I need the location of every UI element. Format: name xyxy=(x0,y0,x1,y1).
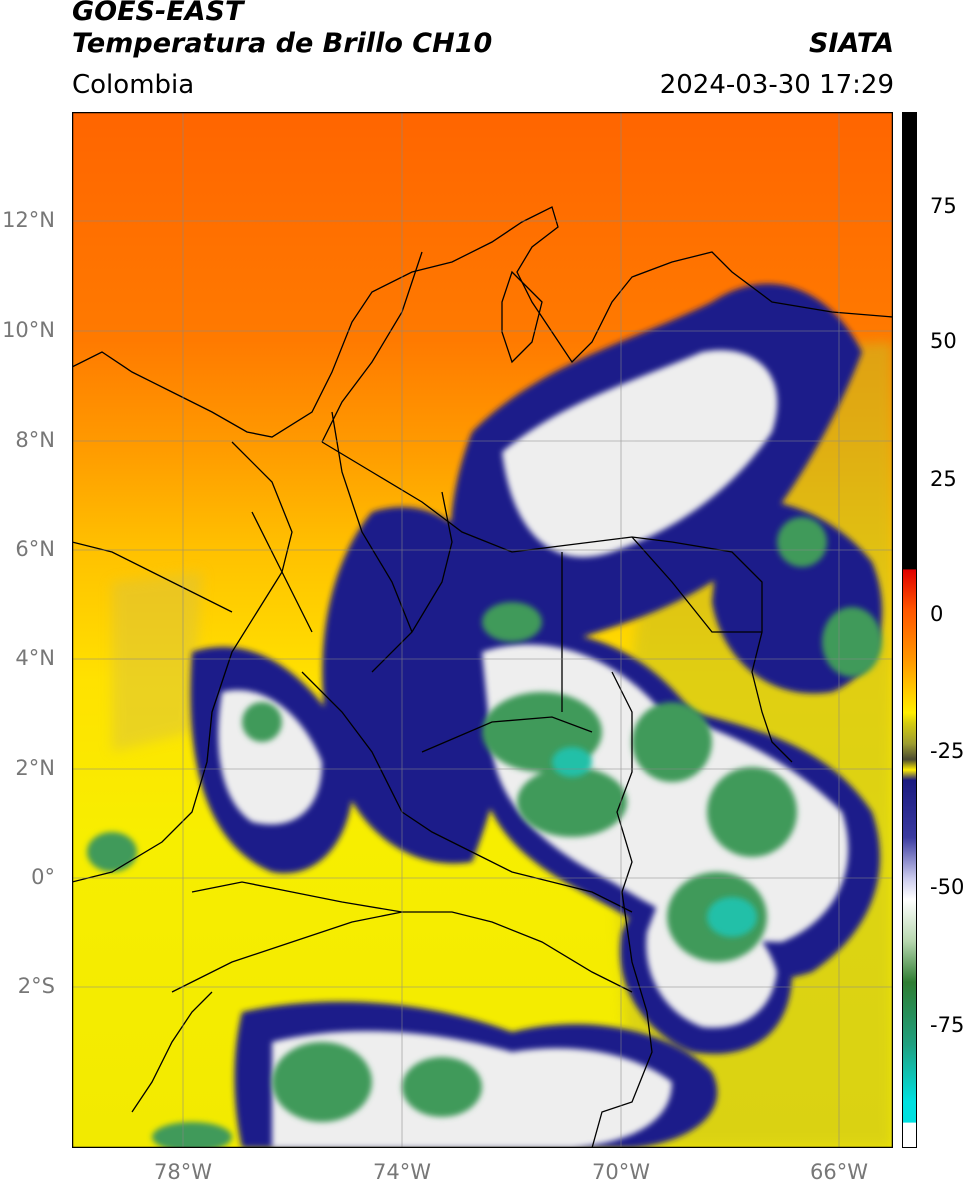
colorbar-tick: 25 xyxy=(930,467,957,491)
colorbar xyxy=(902,112,917,1148)
lat-label-10n: 10°N xyxy=(2,318,55,342)
colorbar-tick: -50 xyxy=(930,875,965,899)
lat-label-2s: 2°S xyxy=(17,974,55,998)
lat-label-6n: 6°N xyxy=(15,537,55,561)
colorbar-tick: 75 xyxy=(930,194,957,218)
colorbar-tick: 0 xyxy=(930,602,944,626)
colorbar-tick: 50 xyxy=(930,329,957,353)
colorbar-tick: -25 xyxy=(930,739,965,763)
lat-label-0: 0° xyxy=(31,865,55,889)
lat-label-2n: 2°N xyxy=(15,756,55,780)
region-label: Colombia xyxy=(72,70,195,100)
lon-label-66w: 66°W xyxy=(810,1160,868,1184)
colorbar-tick: -75 xyxy=(930,1013,965,1037)
lon-label-74w: 74°W xyxy=(373,1160,431,1184)
lat-label-4n: 4°N xyxy=(15,646,55,670)
brightness-temperature-map xyxy=(72,112,893,1148)
organization-label: SIATA xyxy=(808,28,894,59)
lat-label-8n: 8°N xyxy=(15,428,55,452)
lon-label-78w: 78°W xyxy=(154,1160,212,1184)
datetime-label: 2024-03-30 17:29 xyxy=(659,70,894,100)
product-title: Temperatura de Brillo CH10 xyxy=(72,28,493,59)
lon-label-70w: 70°W xyxy=(592,1160,650,1184)
lat-label-12n: 12°N xyxy=(2,208,55,232)
satellite-title: GOES-EAST xyxy=(72,0,244,27)
